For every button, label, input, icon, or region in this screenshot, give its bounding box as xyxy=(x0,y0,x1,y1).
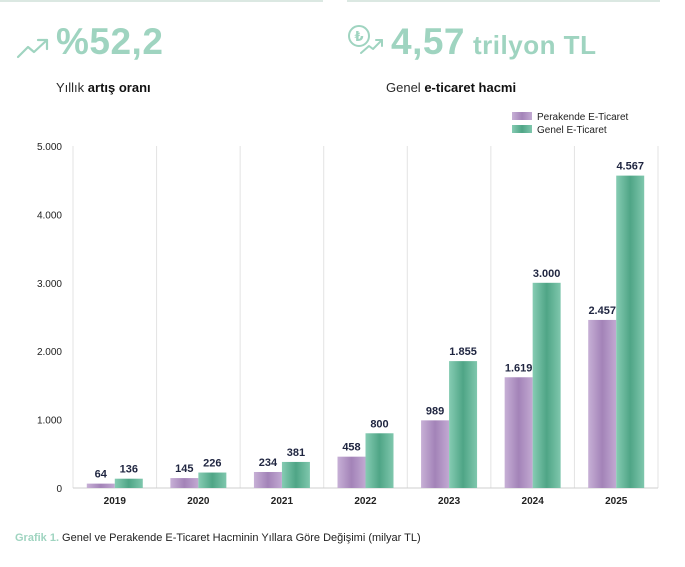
trend-up-icon xyxy=(16,38,49,59)
legend-swatch-general xyxy=(512,125,532,133)
legend-swatch-retail xyxy=(512,112,532,120)
bar-general-2019 xyxy=(114,478,143,488)
bar-general-2023 xyxy=(449,361,478,488)
x-tick-label: 2023 xyxy=(438,496,461,507)
chart-caption: Grafik 1. Genel ve Perakende E-Ticaret Ha… xyxy=(15,531,421,545)
y-tick-label: 3.000 xyxy=(37,279,62,290)
x-tick-label: 2021 xyxy=(271,496,294,507)
bar-general-2020 xyxy=(198,472,227,488)
data-label-general-2025: 4.567 xyxy=(616,161,644,173)
x-tick-label: 2024 xyxy=(522,496,545,507)
bar-general-2022 xyxy=(365,433,394,488)
y-tick-label: 1.000 xyxy=(37,416,62,427)
legend-label-retail: Perakende E-Ticaret xyxy=(537,112,629,123)
y-tick-label: 4.000 xyxy=(37,210,62,221)
bar-general-2025 xyxy=(616,175,645,489)
top-divider-right xyxy=(347,0,660,2)
x-tick-label: 2019 xyxy=(104,496,127,507)
lira-growth-icon: ₺ xyxy=(348,25,383,54)
data-label-general-2024: 3.000 xyxy=(533,268,561,280)
data-label-retail-2024: 1.619 xyxy=(505,362,533,374)
y-tick-label: 5.000 xyxy=(37,142,62,153)
x-tick-label: 2022 xyxy=(354,496,377,507)
data-label-general-2021: 381 xyxy=(287,447,305,459)
bar-retail-2022 xyxy=(337,456,366,488)
bar-retail-2023 xyxy=(421,420,450,488)
data-label-retail-2023: 989 xyxy=(426,405,444,417)
bar-retail-2025 xyxy=(588,319,617,488)
x-tick-label: 2020 xyxy=(187,496,210,507)
data-label-general-2019: 136 xyxy=(120,464,138,476)
growth-label: Yıllık artış oranı xyxy=(56,80,151,95)
bar-retail-2024 xyxy=(504,377,533,488)
growth-value: %52,2 xyxy=(56,21,164,62)
data-label-retail-2020: 145 xyxy=(175,463,193,475)
y-tick-label: 0 xyxy=(56,484,62,495)
bar-general-2021 xyxy=(281,461,310,488)
data-label-general-2020: 226 xyxy=(203,458,221,470)
bar-retail-2021 xyxy=(253,471,282,488)
legend-label-general: Genel E-Ticaret xyxy=(537,125,607,136)
bar-chart: 0 1.000 2.000 3.000 4.000 5.000 64 136 2019 145 22… xyxy=(37,112,659,507)
caption-text: Genel ve Perakende E-Ticaret Hacminin Yı… xyxy=(62,532,421,544)
svg-text:₺: ₺ xyxy=(354,30,363,45)
data-label-retail-2019: 64 xyxy=(95,469,108,481)
x-tick-label: 2025 xyxy=(605,496,628,507)
volume-value: 4,57 trilyon TL xyxy=(391,21,597,62)
y-tick-label: 2.000 xyxy=(37,347,62,358)
data-label-retail-2021: 234 xyxy=(259,457,278,469)
data-label-retail-2022: 458 xyxy=(342,442,360,454)
data-label-general-2023: 1.855 xyxy=(449,346,477,358)
bar-general-2024 xyxy=(532,282,561,488)
caption-label: Grafik 1. xyxy=(15,532,60,544)
bar-retail-2019 xyxy=(86,483,115,488)
volume-unit: trilyon TL xyxy=(473,30,597,60)
bar-retail-2020 xyxy=(170,478,199,488)
top-divider-left xyxy=(0,0,323,2)
volume-label: Genel e-ticaret hacmi xyxy=(386,80,517,95)
data-label-general-2022: 800 xyxy=(370,418,388,430)
data-label-retail-2025: 2.457 xyxy=(588,305,616,317)
